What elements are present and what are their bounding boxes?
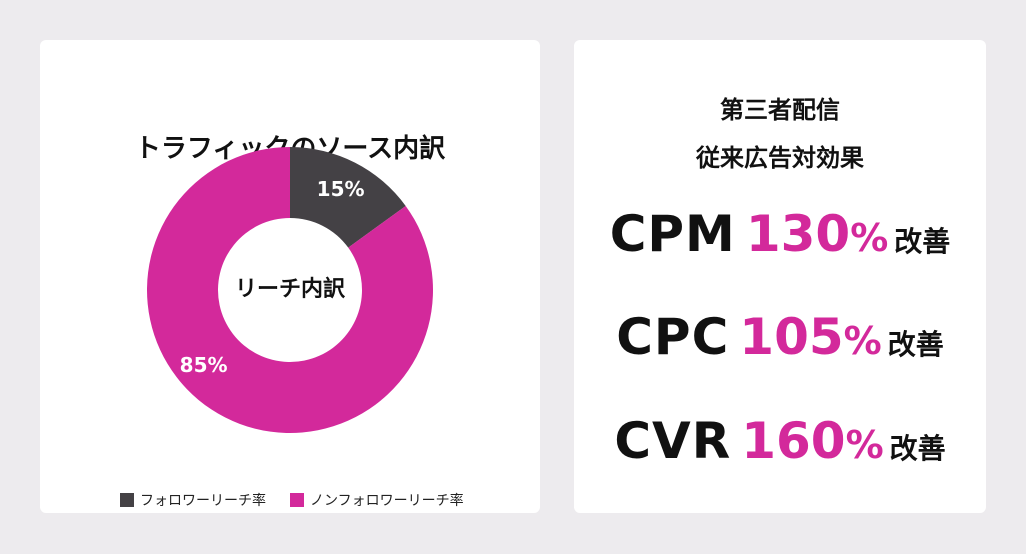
effect-title-line2: 従来広告対効果 (696, 144, 864, 172)
ad-effect-card: 第三者配信 従来広告対効果 CPM 130% 改善 CPC 105% 改善 CVR 160… (574, 40, 986, 513)
traffic-source-card: トラフィックのソース内訳 15%85% リーチ内訳 フォロワーリーチ率 ノンフォ… (40, 40, 540, 513)
legend-label-follower: フォロワーリーチ率 (140, 493, 266, 509)
metric-cpm-unit: % (850, 216, 889, 260)
legend-label-non-follower: ノンフォロワーリーチ率 (310, 493, 464, 509)
donut-slice-non-follower (146, 147, 433, 433)
metric-cpc-name: CPC (616, 308, 730, 366)
metric-cvr-unit: % (845, 423, 884, 467)
donut-slice-label-non-follower: 85% (180, 353, 228, 377)
metric-cpc-value: 105 (739, 308, 844, 366)
metric-cvr-suffix: 改善 (889, 432, 946, 465)
legend-swatch-non-follower (290, 493, 304, 507)
legend-item-follower: フォロワーリーチ率 (120, 490, 266, 510)
metric-cpc: CPC 105% 改善 (574, 308, 986, 366)
metric-cvr: CVR 160% 改善 (574, 412, 986, 470)
effect-title-line1: 第三者配信 (720, 96, 840, 124)
legend-item-non-follower: ノンフォロワーリーチ率 (290, 490, 464, 510)
donut-center-label: リーチ内訳 (235, 276, 346, 302)
donut-slice-follower (290, 147, 406, 248)
metric-cpc-suffix: 改善 (887, 328, 944, 361)
metric-cpm-value: 130 (745, 205, 851, 263)
legend-swatch-follower (120, 493, 134, 507)
reach-donut-chart: 15% 85% リーチ内訳 (146, 147, 433, 433)
metric-cvr-name: CVR (614, 412, 732, 470)
metric-cvr-value: 160 (741, 412, 846, 470)
metric-cpc-unit: % (843, 319, 882, 363)
donut-slice-label-follower: 15% (317, 177, 365, 201)
metric-cpm: CPM 130% 改善 (574, 205, 986, 263)
metric-cpm-suffix: 改善 (894, 225, 951, 258)
chart-legend: フォロワーリーチ率 ノンフォロワーリーチ率 (120, 490, 488, 510)
metric-cpm-name: CPM (609, 205, 736, 263)
